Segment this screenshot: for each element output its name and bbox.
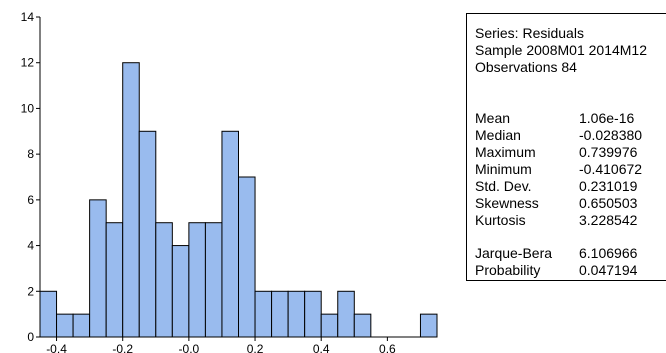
- histogram-chart: 0 2 4 6 8 10 12 14 -0.4 -0.2 -0.0 0.2 0.4 0.6: [21, 10, 438, 353]
- histogram-bar: [337, 290, 355, 338]
- stat-value: 0.739976: [579, 144, 638, 160]
- histogram-bar: [72, 313, 91, 338]
- y-tick-label: 14: [21, 10, 35, 24]
- histogram-bar: [188, 222, 206, 338]
- x-axis-ticks: -0.4 -0.2 -0.0 0.2 0.4 0.6: [46, 337, 396, 353]
- stat-label: Jarque-Bera: [475, 245, 553, 261]
- stat-value: 1.06e-16: [579, 110, 635, 126]
- stat-value: -0.410672: [579, 161, 643, 177]
- histogram-bar: [155, 222, 173, 338]
- histogram-bar: [254, 290, 273, 338]
- histogram-bar: [171, 245, 190, 338]
- histogram-bar: [419, 313, 438, 338]
- histogram-bar: [138, 130, 157, 338]
- y-tick-label: 4: [27, 239, 34, 253]
- stat-value: 3.228542: [579, 212, 638, 228]
- histogram-bar: [39, 290, 58, 338]
- stat-label: Kurtosis: [475, 212, 526, 228]
- y-tick-label: 2: [27, 284, 34, 298]
- stat-label: Maximum: [475, 144, 536, 160]
- stat-value: -0.028380: [579, 127, 643, 143]
- stat-label: Median: [475, 127, 521, 143]
- stat-label: Mean: [475, 110, 511, 126]
- histogram-bar: [221, 130, 239, 338]
- stat-value: 6.106966: [579, 245, 638, 261]
- histogram-bar: [271, 290, 289, 338]
- y-tick-label: 10: [21, 101, 35, 115]
- stat-value: 0.231019: [579, 178, 638, 194]
- histogram-bar: [238, 176, 256, 338]
- stat-value: 0.047194: [579, 262, 638, 278]
- stat-label: Minimum: [475, 161, 532, 177]
- y-tick-label: 12: [21, 56, 35, 70]
- x-tick-label: -0.4: [46, 342, 67, 353]
- histogram-bar: [353, 313, 372, 338]
- histogram-bar: [287, 290, 306, 338]
- observations-count: Observations 84: [475, 59, 577, 75]
- x-tick-label: -0.2: [112, 342, 133, 353]
- statistics-panel: Series: Residuals Sample 2008M01 2014M12…: [466, 13, 666, 281]
- x-tick-label: 0.4: [313, 342, 330, 353]
- stat-label: Skewness: [475, 195, 539, 211]
- stat-value: 0.650503: [579, 195, 638, 211]
- y-tick-label: 0: [27, 330, 34, 344]
- x-tick-label: 0.6: [379, 342, 396, 353]
- histogram-bar: [304, 290, 322, 338]
- y-axis-ticks: 0 2 4 6 8 10 12 14: [21, 10, 40, 344]
- histogram-bar: [56, 313, 74, 338]
- y-tick-label: 8: [27, 147, 34, 161]
- histogram-bar: [320, 313, 339, 338]
- sample-range: Sample 2008M01 2014M12: [475, 42, 648, 58]
- histogram-bar: [122, 62, 140, 338]
- histogram-bar: [89, 199, 107, 338]
- x-tick-label: 0.2: [247, 342, 264, 353]
- x-tick-label: -0.0: [179, 342, 200, 353]
- stat-label: Probability: [475, 262, 541, 278]
- series-name: Series: Residuals: [475, 25, 584, 41]
- histogram-bar: [204, 222, 223, 338]
- axes: [39, 17, 437, 338]
- histogram-bar: [105, 222, 124, 338]
- stat-label: Std. Dev.: [475, 178, 532, 194]
- y-tick-label: 6: [27, 193, 34, 207]
